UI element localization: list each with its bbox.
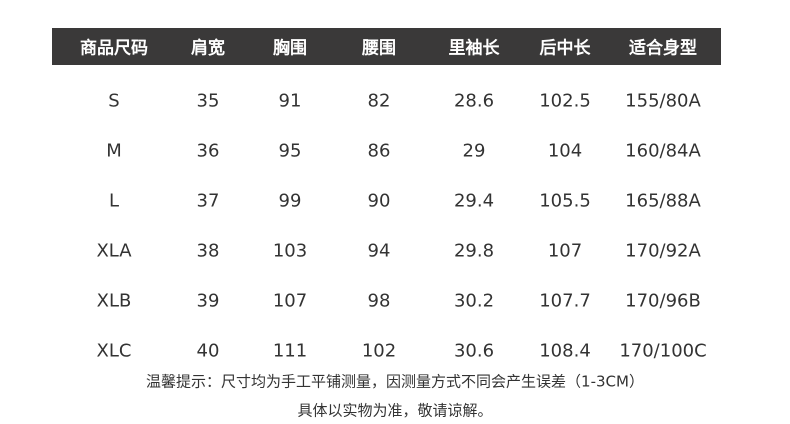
column-header: 后中长 — [539, 38, 591, 59]
table-cell: XLC — [96, 340, 132, 362]
table-cell: 107.7 — [539, 290, 591, 312]
note-line-1: 温馨提示：尺寸均为手工平铺测量，因测量方式不同会产生误差（1-3CM） — [146, 372, 644, 391]
table-cell: 30.2 — [453, 290, 495, 312]
table-cell: 86 — [367, 140, 391, 162]
table-cell: 170/100C — [619, 340, 707, 362]
table-cell: 111 — [272, 340, 308, 362]
table-cell: 102.5 — [539, 90, 591, 112]
table-cell: 103 — [272, 240, 308, 262]
column-header: 肩宽 — [191, 38, 225, 59]
column-header: 腰围 — [362, 38, 396, 59]
table-cell: 160/84A — [625, 140, 701, 162]
table-cell: 39 — [196, 290, 220, 312]
table-cell: 104 — [547, 140, 583, 162]
table-cell: 37 — [196, 190, 220, 212]
table-cell: 170/92A — [625, 240, 701, 262]
table-cell: 170/96B — [625, 290, 701, 312]
table-cell: 95 — [278, 140, 302, 162]
table-cell: 107 — [547, 240, 583, 262]
column-header: 里袖长 — [448, 38, 500, 59]
table-cell: 30.6 — [453, 340, 495, 362]
table-cell: 94 — [367, 240, 391, 262]
table-cell: 38 — [196, 240, 220, 262]
table-cell: 40 — [196, 340, 220, 362]
table-cell: S — [108, 90, 120, 112]
table-cell: 98 — [367, 290, 391, 312]
table-cell: 29.4 — [453, 190, 495, 212]
table-cell: 155/80A — [625, 90, 701, 112]
table-cell: 107 — [272, 290, 308, 312]
table-cell: XLA — [96, 240, 132, 262]
column-header: 商品尺码 — [80, 38, 148, 59]
table-cell: 82 — [367, 90, 391, 112]
table-cell: XLB — [96, 290, 132, 312]
table-cell: 165/88A — [625, 190, 701, 212]
table-cell: 105.5 — [539, 190, 591, 212]
table-cell: 36 — [196, 140, 220, 162]
table-cell: 91 — [278, 90, 302, 112]
table-cell: 90 — [367, 190, 391, 212]
table-cell: L — [108, 190, 120, 212]
column-header: 胸围 — [273, 38, 307, 59]
table-cell: 28.6 — [453, 90, 495, 112]
table-cell: M — [106, 140, 122, 162]
table-cell: 29.8 — [453, 240, 495, 262]
table-header-bar — [52, 28, 721, 65]
column-header: 适合身型 — [629, 38, 697, 59]
table-cell: 102 — [361, 340, 397, 362]
table-cell: 108.4 — [539, 340, 591, 362]
table-cell: 35 — [196, 90, 220, 112]
note-line-2: 具体以实物为准，敬请谅解。 — [297, 401, 493, 420]
table-cell: 29 — [462, 140, 486, 162]
table-cell: 99 — [278, 190, 302, 212]
